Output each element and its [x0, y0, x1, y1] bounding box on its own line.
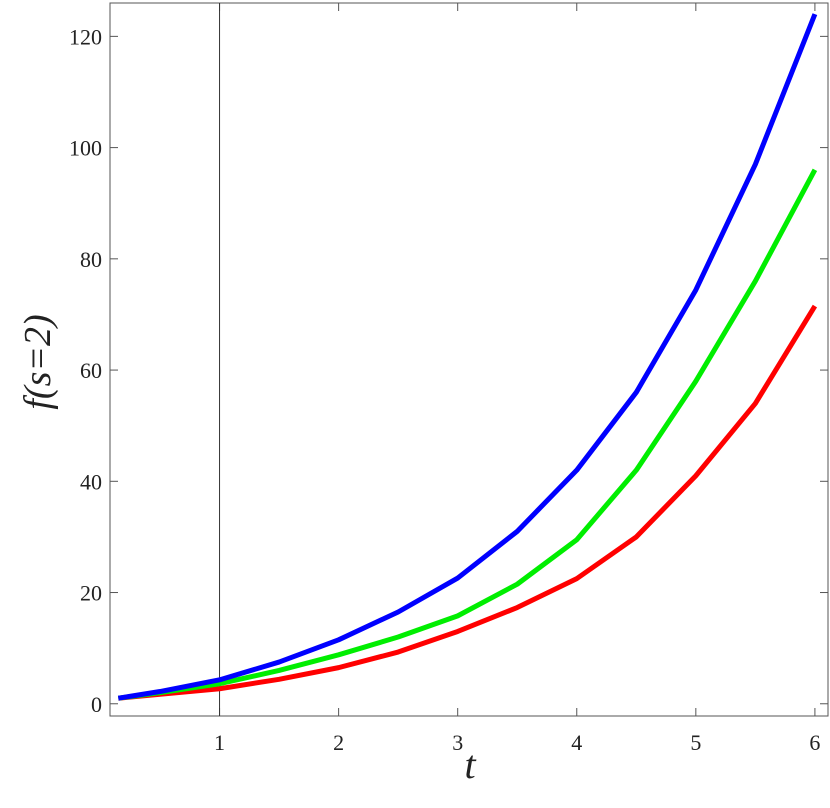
line-series: [118, 304, 818, 701]
y-tick-label: 120: [69, 24, 102, 49]
x-tick-label: 6: [809, 730, 820, 755]
x-tick-label: 4: [571, 730, 582, 755]
y-tick-label: 60: [80, 358, 102, 383]
x-tick-label: 1: [214, 730, 225, 755]
y-tick-label: 20: [80, 581, 102, 606]
line-series: [118, 168, 818, 701]
x-tick-label: 2: [333, 730, 344, 755]
y-axis-label: f(s=2): [17, 314, 59, 409]
y-tick-label: 100: [69, 136, 102, 161]
x-tick-label: 5: [690, 730, 701, 755]
y-tick-label: 80: [80, 247, 102, 272]
y-tick-label: 40: [80, 469, 102, 494]
line-series: [117, 13, 818, 701]
x-tick-label: 3: [452, 730, 463, 755]
plot-frame: [109, 2, 829, 717]
y-tick-label: 0: [91, 692, 102, 717]
x-axis-label: t: [464, 742, 476, 787]
